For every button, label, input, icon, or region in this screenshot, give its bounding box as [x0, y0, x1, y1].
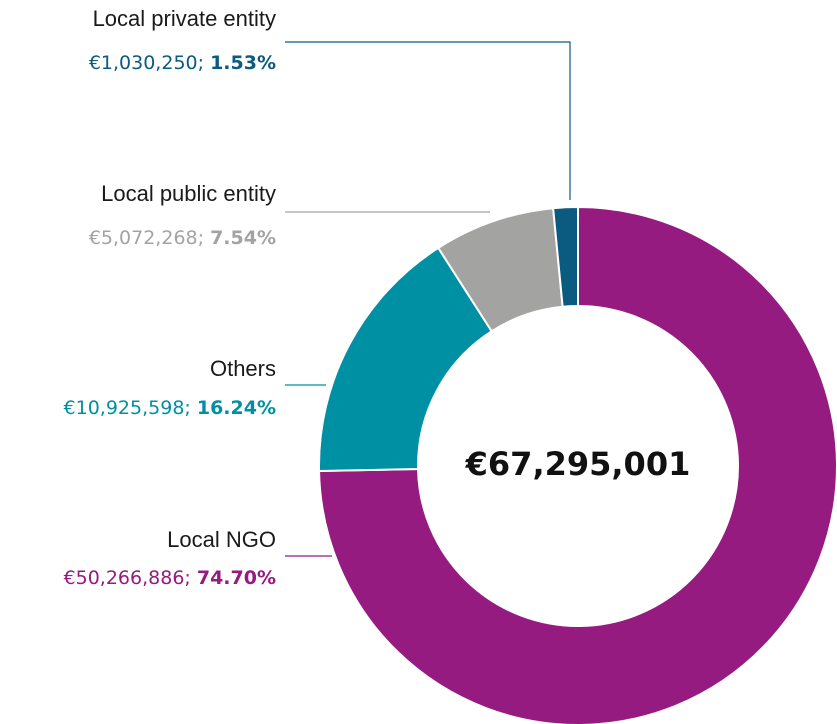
donut-slice: [552, 205, 579, 308]
separator: ;: [184, 567, 196, 589]
slice-label: Others: [210, 356, 276, 381]
amount-label: €5,072,268: [89, 227, 198, 249]
amount-label: €50,266,886: [64, 567, 185, 589]
slice-value: €5,072,268; 7.54%: [89, 227, 276, 249]
slice-value: €10,925,598; 16.24%: [64, 397, 276, 419]
leader-lines: [285, 41, 571, 557]
slice-label: Local public entity: [101, 181, 276, 206]
slice-value: €1,030,250; 1.53%: [89, 52, 276, 74]
separator: ;: [198, 52, 210, 74]
percentage-label: 16.24%: [197, 397, 276, 419]
total-label: €67,295,001: [465, 445, 691, 483]
slice-label: Local NGO: [167, 527, 276, 552]
amount-label: €1,030,250: [89, 52, 198, 74]
percentage-label: 74.70%: [197, 567, 276, 589]
slice-value: €50,266,886; 74.70%: [64, 567, 276, 589]
amount-label: €10,925,598: [64, 397, 185, 419]
donut-slice: [318, 205, 837, 724]
slice-label: Local private entity: [93, 6, 276, 31]
leader-line: [285, 41, 571, 200]
separator: ;: [198, 227, 210, 249]
percentage-label: 1.53%: [210, 52, 276, 74]
percentage-label: 7.54%: [210, 227, 276, 249]
separator: ;: [184, 397, 196, 419]
